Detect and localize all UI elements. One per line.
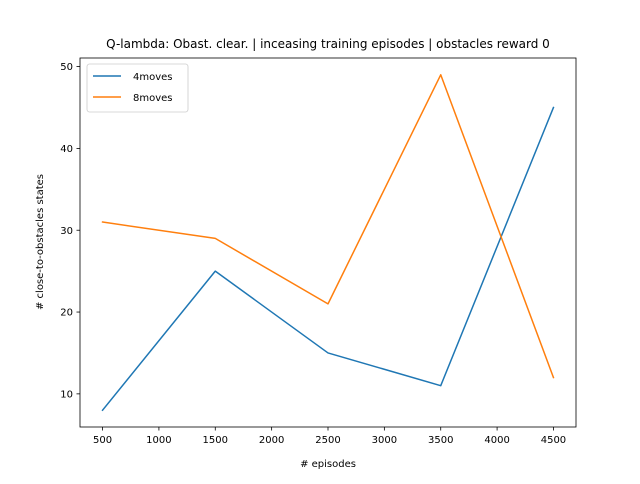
x-tick-label: 4500: [541, 435, 566, 446]
x-tick-label: 2500: [315, 435, 340, 446]
series-lines: [101, 74, 555, 412]
y-tick-label: 10: [60, 389, 73, 400]
chart-title: Q-lambda: Obast. clear. | inceasing trai…: [106, 37, 550, 51]
y-tick-label: 30: [60, 226, 73, 237]
legend-label: 8moves: [133, 93, 173, 104]
x-axis-label: # episodes: [300, 459, 356, 470]
x-tick-label: 1500: [203, 435, 228, 446]
series-line-4moves: [101, 106, 555, 412]
axes-frame: [79, 57, 577, 428]
x-tick-label: 3500: [428, 435, 453, 446]
y-tick-label: 40: [60, 144, 73, 155]
legend-label: 4moves: [133, 72, 173, 83]
axis-ticks: 500 1000 1500 2000 2500 3000 3500 4000 4500 10 20 3…: [60, 62, 566, 446]
y-tick-label: 20: [60, 308, 73, 319]
legend: 4moves 8moves: [86, 63, 189, 113]
x-tick-label: 4000: [484, 435, 509, 446]
y-tick-label: 50: [60, 62, 73, 73]
x-tick-label: 3000: [372, 435, 397, 446]
x-tick-label: 2000: [259, 435, 284, 446]
series-line-8moves: [101, 74, 555, 379]
x-tick-label: 500: [93, 435, 112, 446]
x-tick-label: 1000: [146, 435, 171, 446]
y-axis-label: # close-to-obstacles states: [35, 174, 46, 310]
